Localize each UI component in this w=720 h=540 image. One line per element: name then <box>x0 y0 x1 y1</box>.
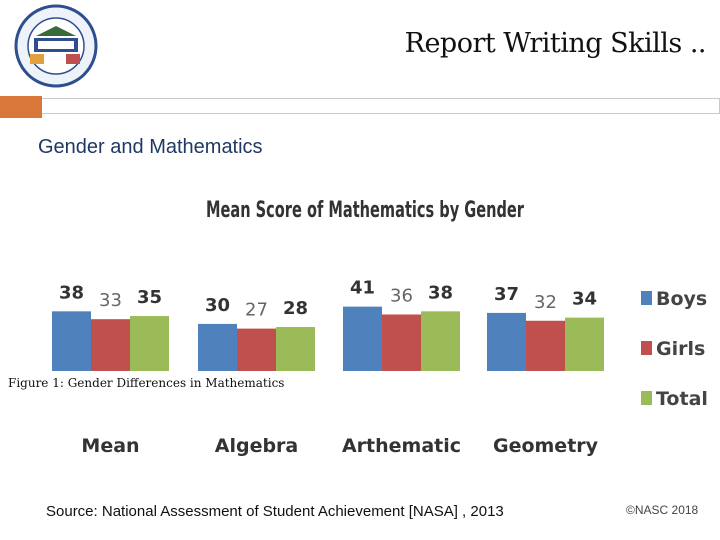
copyright-notice: ©NASC 2018 <box>626 503 699 517</box>
bar-girls-geometry <box>526 320 565 371</box>
legend-label: Total <box>656 388 708 410</box>
bar-chart: Mean Score of Mathematics by Gender 38 33 3… <box>52 198 708 457</box>
chart-title: Mean Score of Mathematics by Gender <box>206 198 524 223</box>
bar-girls-mean <box>91 319 130 371</box>
data-label: 30 <box>205 295 230 316</box>
legend-swatch <box>641 291 652 305</box>
organization-logo <box>6 4 106 88</box>
accent-bar <box>0 96 42 118</box>
bar-boys-geometry <box>487 312 526 371</box>
data-label: 32 <box>534 292 557 313</box>
source-citation: Source: National Assessment of Student A… <box>46 503 504 520</box>
bar-boys-arthematic <box>343 306 382 371</box>
legend-label: Boys <box>656 288 707 310</box>
figure-caption: Figure 1: Gender Differences in Mathemat… <box>6 376 287 390</box>
data-label: 38 <box>59 282 84 303</box>
bar-boys-algebra <box>198 323 237 371</box>
data-label: 37 <box>494 284 519 305</box>
legend-label: Girls <box>656 338 705 360</box>
bar-girls-arthematic <box>382 314 421 371</box>
category-label: Arthematic <box>342 435 461 457</box>
data-label: 33 <box>99 290 122 311</box>
data-label: 36 <box>390 285 413 306</box>
data-label: 27 <box>245 300 268 321</box>
category-label: Algebra <box>215 435 299 457</box>
data-label: 41 <box>350 278 375 299</box>
legend-swatch <box>641 341 652 355</box>
bar-total-algebra <box>276 327 315 371</box>
data-label: 38 <box>428 282 453 303</box>
bar-girls-algebra <box>237 328 276 371</box>
legend-swatch <box>641 391 652 405</box>
data-label: 28 <box>283 298 308 319</box>
bar-total-mean <box>130 316 169 371</box>
data-label: 35 <box>137 287 162 308</box>
slide-subtitle: Gender and Mathematics <box>38 136 263 158</box>
header-divider <box>42 98 720 114</box>
slide-title: Report Writing Skills .. <box>404 28 707 59</box>
category-label: Geometry <box>493 435 599 457</box>
category-label: Mean <box>81 435 139 457</box>
bar-total-arthematic <box>421 311 460 371</box>
data-label: 34 <box>572 289 597 310</box>
bar-total-geometry <box>565 317 604 371</box>
bar-boys-mean <box>52 311 91 371</box>
